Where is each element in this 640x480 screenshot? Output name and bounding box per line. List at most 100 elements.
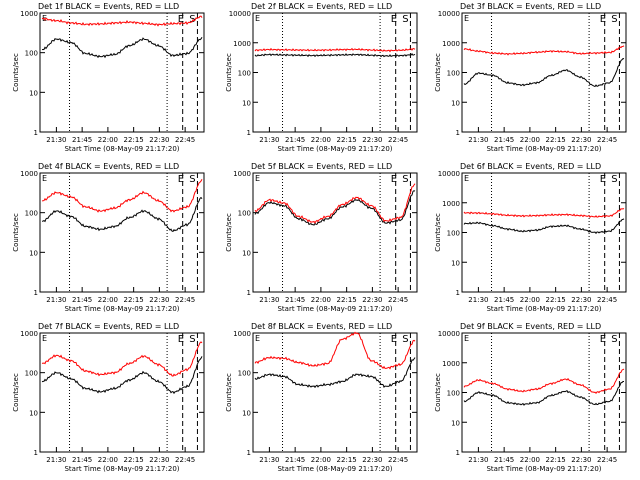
x-tick-label: 21:30	[46, 296, 66, 304]
event-label-E: E	[600, 14, 606, 25]
chart-panel: Det 5f BLACK = Events, RED = LLD 1 10 100 10…	[225, 162, 418, 313]
series-line-lld	[463, 368, 625, 394]
x-tick-label: 22:15	[546, 296, 566, 304]
chart-panel: Det 8f BLACK = Events, RED = LLD 1 10 100 10…	[225, 322, 418, 473]
x-tick-label: 21:45	[72, 296, 92, 304]
chart-title: Det 1f BLACK = Events, RED = LLD	[38, 2, 179, 11]
y-axis-label: Counts/sec	[225, 373, 233, 412]
y-tick-label: 10	[451, 99, 460, 107]
series-line-lld	[254, 47, 416, 53]
y-tick-label: 1000	[20, 10, 38, 18]
plot-frame	[39, 332, 205, 453]
series-line-events	[463, 381, 624, 406]
y-tick-label: 1	[247, 289, 251, 297]
event-label-E: E	[391, 174, 397, 185]
event-label-S: S	[189, 174, 195, 185]
x-axis-label: Start Time (08-May-09 21:17:20)	[64, 305, 179, 313]
series-line-events	[254, 190, 416, 226]
x-tick-label: 22:30	[149, 456, 169, 464]
chart-title: Det 5f BLACK = Events, RED = LLD	[251, 162, 392, 171]
y-tick-label: 1000	[233, 170, 251, 178]
x-tick-label: 22:15	[124, 296, 144, 304]
event-label-S: S	[402, 334, 408, 345]
event-label-S: S	[611, 14, 617, 25]
x-tick-label: 21:30	[259, 296, 279, 304]
y-axis-label: Counts/sec	[434, 373, 442, 412]
x-tick-label: 21:45	[72, 456, 92, 464]
plot-frame	[39, 12, 205, 133]
x-tick-label: 21:45	[494, 296, 514, 304]
plot-frame	[461, 332, 627, 453]
y-tick-label: 100	[25, 50, 38, 58]
y-axis-label: Counts/sec	[434, 53, 442, 92]
x-tick-label: 21:30	[259, 136, 279, 144]
event-label-S: S	[402, 174, 408, 185]
chart-title: Det 2f BLACK = Events, RED = LLD	[251, 2, 392, 11]
y-tick-label: 1	[456, 289, 460, 297]
y-tick-label: 100	[238, 210, 251, 218]
x-tick-label: 22:30	[149, 136, 169, 144]
y-axis-label: Counts/sec	[225, 53, 233, 92]
chart-title: Det 7f BLACK = Events, RED = LLD	[38, 322, 179, 331]
x-tick-label: 22:45	[175, 136, 195, 144]
x-tick-label: 22:45	[388, 296, 408, 304]
series-line-lld	[254, 183, 416, 224]
y-tick-label: 1000	[442, 360, 460, 368]
event-label-E: E	[178, 14, 184, 25]
x-tick-label: 21:30	[468, 296, 488, 304]
y-tick-label: 1000	[20, 170, 38, 178]
plot-frame	[252, 332, 418, 453]
y-tick-label: 10	[29, 89, 38, 97]
corner-label-E: E	[42, 334, 47, 343]
x-tick-label: 21:45	[285, 136, 305, 144]
chart-panel: Det 2f BLACK = Events, RED = LLD 1 10 100 10…	[225, 2, 418, 153]
event-label-S: S	[611, 174, 617, 185]
y-tick-label: 100	[25, 370, 38, 378]
series-line-lld	[463, 208, 625, 218]
event-label-E: E	[600, 334, 606, 345]
y-tick-label: 100	[238, 370, 251, 378]
x-tick-label: 21:30	[46, 136, 66, 144]
corner-label-E: E	[464, 174, 469, 183]
event-label-E: E	[391, 334, 397, 345]
event-label-S: S	[611, 334, 617, 345]
y-tick-label: 1	[247, 449, 251, 457]
y-axis-label: Counts/sec	[12, 53, 20, 92]
y-tick-label: 1	[456, 129, 460, 137]
series-line-events	[41, 356, 203, 395]
y-tick-label: 100	[447, 70, 460, 78]
x-tick-label: 22:00	[98, 456, 118, 464]
y-tick-label: 10	[242, 409, 251, 417]
corner-label-E: E	[42, 174, 47, 183]
y-axis-label: Counts/sec	[434, 213, 442, 252]
y-tick-label: 1	[247, 129, 251, 137]
x-tick-label: 22:00	[520, 296, 540, 304]
y-tick-label: 1000	[233, 330, 251, 338]
corner-label-E: E	[464, 334, 469, 343]
series-line-events	[254, 357, 416, 389]
series-line-lld	[41, 15, 203, 27]
y-tick-label: 100	[447, 390, 460, 398]
x-tick-label: 22:30	[149, 296, 169, 304]
chart-panel: Det 9f BLACK = Events, RED = LLD 1 10 100 10…	[434, 322, 627, 473]
y-tick-label: 10	[242, 99, 251, 107]
x-tick-label: 21:30	[468, 456, 488, 464]
x-tick-label: 21:30	[468, 136, 488, 144]
series-line-events	[41, 196, 203, 232]
x-axis-label: Start Time (08-May-09 21:17:20)	[277, 465, 392, 473]
x-tick-label: 22:30	[571, 296, 591, 304]
x-tick-label: 22:15	[546, 456, 566, 464]
y-tick-label: 100	[238, 70, 251, 78]
corner-label-E: E	[464, 14, 469, 23]
chart-title: Det 3f BLACK = Events, RED = LLD	[460, 2, 601, 11]
x-axis-label: Start Time (08-May-09 21:17:20)	[64, 145, 179, 153]
x-tick-label: 21:45	[494, 136, 514, 144]
x-tick-label: 22:45	[175, 456, 195, 464]
chart-title: Det 6f BLACK = Events, RED = LLD	[460, 162, 601, 171]
y-tick-label: 1	[34, 129, 38, 137]
plot-frame	[252, 172, 418, 293]
chart-panel: Det 6f BLACK = Events, RED = LLD 1 10 100 10…	[434, 162, 627, 313]
x-tick-label: 22:15	[124, 136, 144, 144]
x-tick-label: 22:00	[311, 456, 331, 464]
x-tick-label: 22:30	[571, 456, 591, 464]
